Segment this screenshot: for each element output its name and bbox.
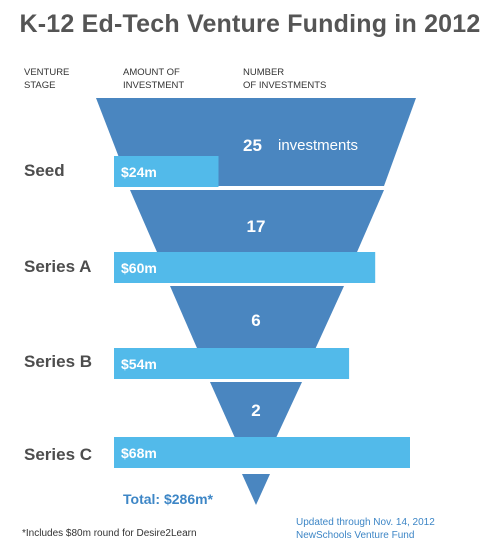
count-label-series-b: 6 <box>251 311 260 330</box>
header-count: NUMBER OF INVESTMENTS <box>243 67 327 91</box>
header-amount: AMOUNT OF INVESTMENT <box>123 67 185 91</box>
total-label: Total: $286m* <box>123 491 213 507</box>
amount-bar-series-c <box>114 437 410 468</box>
header-venture-stage: VENTURE STAGE <box>24 67 70 91</box>
stage-label-seed: Seed <box>24 161 65 180</box>
stage-label-series-a: Series A <box>24 257 92 276</box>
amount-label-series-b: $54m <box>121 356 157 372</box>
amount-bar-series-a <box>114 252 376 283</box>
stage-label-series-b: Series B <box>24 352 93 371</box>
footnote: *Includes $80m round for Desire2Learn <box>22 528 197 539</box>
source-note: Updated through Nov. 14, 2012 NewSchools… <box>296 516 435 542</box>
funnel-tip <box>242 474 270 505</box>
amount-bar-seed <box>114 156 219 187</box>
amount-label-series-a: $60m <box>121 260 157 276</box>
funnel-segment-series-c <box>210 382 302 438</box>
count-label-series-a: 17 <box>247 217 266 236</box>
amount-bar-series-b <box>114 348 350 379</box>
count-label-seed: 25 <box>243 136 262 155</box>
amount-label-seed: $24m <box>121 164 157 180</box>
stage-label-series-c: Series C <box>24 445 93 464</box>
chart-title: K-12 Ed-Tech Venture Funding in 2012 <box>19 10 481 38</box>
source-updated: Updated through Nov. 14, 2012 <box>296 517 435 528</box>
count-suffix: investments <box>278 137 358 154</box>
source-org: NewSchools Venture Fund <box>296 530 415 541</box>
amount-label-series-c: $68m <box>121 445 157 461</box>
count-label-series-c: 2 <box>251 401 260 420</box>
